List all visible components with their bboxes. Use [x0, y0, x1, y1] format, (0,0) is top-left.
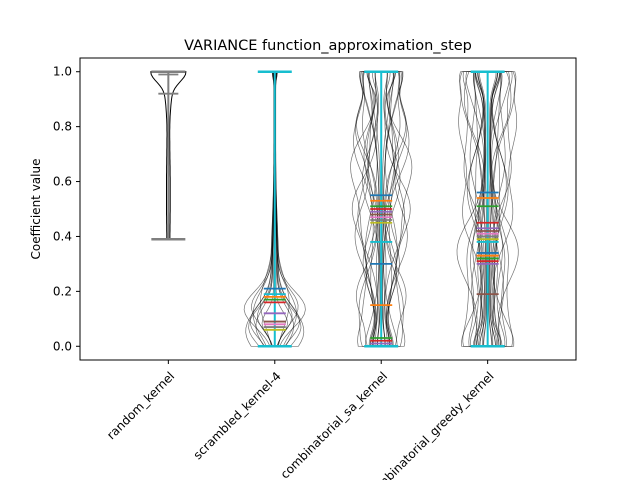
violin-body	[359, 71, 404, 347]
y-tick-label: 0.6	[53, 175, 72, 189]
y-tick-label: 0.0	[53, 339, 72, 353]
stat-bars-layer	[151, 70, 505, 348]
y-tick-label: 1.0	[53, 65, 72, 79]
violin-body	[355, 71, 407, 347]
y-tick-label: 0.2	[53, 284, 72, 298]
violin-body	[353, 71, 410, 347]
plot-frame	[79, 57, 577, 361]
violin-body	[458, 71, 518, 347]
y-axis: 0.0 0.2 0.4 0.6 0.8 1.0	[53, 65, 80, 353]
y-axis-label: Coefficient value	[29, 159, 43, 260]
chart-title: VARIANCE function_approximation_step	[184, 38, 472, 54]
violin-body	[360, 71, 403, 347]
y-tick-label: 0.8	[53, 120, 72, 134]
violin-body	[150, 71, 187, 240]
y-tick-label: 0.4	[53, 229, 72, 243]
